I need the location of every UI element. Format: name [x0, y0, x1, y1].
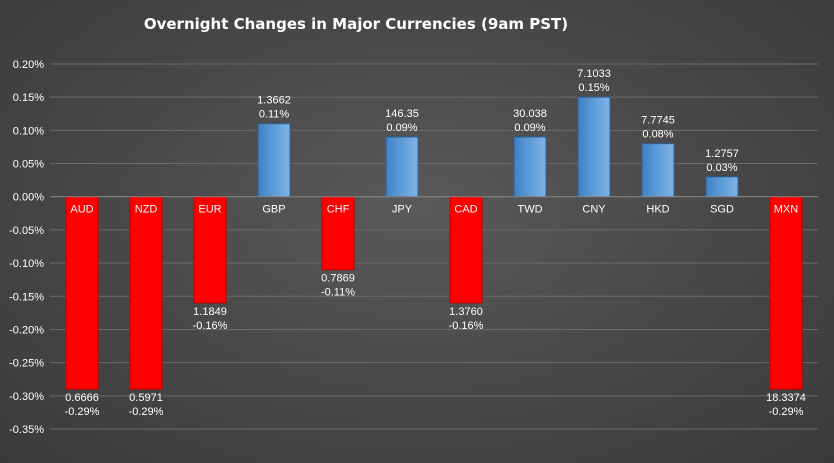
bars [65, 96, 803, 390]
bar-jpy [385, 136, 419, 198]
category-label: CNY [582, 204, 606, 216]
percent-label: -0.29% [769, 406, 804, 418]
percent-label: -0.11% [321, 287, 355, 299]
category-label: MXN [774, 204, 799, 216]
category-label: EUR [198, 204, 221, 216]
y-tick-label: -0.10% [9, 258, 44, 270]
percent-label: -0.16% [449, 320, 484, 332]
y-tick-label: 0.20% [13, 59, 44, 71]
percent-label: 0.08% [642, 129, 673, 141]
y-tick-label: -0.15% [9, 291, 44, 303]
category-label: CHF [327, 204, 350, 216]
rate-label: 1.2757 [705, 148, 739, 160]
bar-nzd [129, 196, 163, 390]
rate-label: 1.3760 [449, 306, 483, 318]
rate-label: 146.35 [385, 108, 419, 120]
category-label: TWD [517, 204, 542, 216]
bar-aud [65, 196, 99, 390]
bar-eur [193, 196, 227, 304]
percent-label: 0.03% [706, 162, 737, 174]
y-tick-label: 0.15% [13, 92, 44, 104]
category-label: AUD [70, 204, 93, 216]
category-label: GBP [262, 204, 285, 216]
percent-label: 0.11% [259, 109, 290, 121]
y-tick-label: -0.35% [9, 424, 44, 436]
rate-label: 7.7745 [641, 115, 675, 127]
rate-label: 1.1849 [193, 306, 227, 318]
rate-label: 0.5971 [129, 392, 163, 404]
rate-label: 30.038 [513, 108, 547, 120]
y-tick-label: 0.05% [13, 159, 44, 171]
category-label: JPY [392, 204, 413, 216]
category-label: SGD [710, 204, 734, 216]
percent-label: 0.09% [386, 122, 417, 134]
y-axis-ticks: 0.20% 0.15% 0.10% 0.05% 0.00% -0.05% -0.10% -0.… [9, 59, 44, 436]
y-tick-label: -0.25% [9, 358, 44, 370]
data-labels: 0.6666 -0.29% 0.5971 -0.29% 1.1849 -0.16% 1.36… [65, 68, 806, 418]
percent-label: -0.16% [193, 320, 228, 332]
bar-mxn [769, 196, 803, 390]
category-labels: AUD NZD EUR GBP CHF JPY CAD TWD CNY HKD SGD MXN [70, 204, 798, 216]
percent-label: -0.29% [65, 406, 100, 418]
rate-label: 0.7869 [321, 273, 355, 285]
rate-label: 1.3662 [257, 95, 291, 107]
category-label: CAD [454, 204, 477, 216]
y-tick-label: -0.30% [9, 391, 44, 403]
rate-label: 18.3374 [766, 392, 806, 404]
bar-gbp [257, 123, 291, 198]
y-tick-label: -0.20% [9, 324, 44, 336]
bar-twd [513, 136, 547, 198]
rate-label: 0.6666 [65, 392, 99, 404]
bar-cad [449, 196, 483, 304]
y-tick-label: -0.05% [9, 225, 44, 237]
y-tick-label: 0.00% [13, 192, 44, 204]
y-tick-label: 0.10% [13, 125, 44, 137]
bar-chf [321, 196, 355, 271]
rate-label: 7.1033 [577, 68, 611, 80]
category-label: HKD [646, 204, 669, 216]
bar-sgd [705, 176, 739, 198]
percent-label: 0.09% [514, 122, 545, 134]
percent-label: -0.29% [129, 406, 164, 418]
chart-title: Overnight Changes in Major Currencies (9… [144, 15, 568, 33]
percent-label: 0.15% [578, 82, 609, 94]
gridlines [50, 63, 818, 430]
bar-cny [577, 96, 611, 198]
category-label: NZD [135, 204, 158, 216]
bar-hkd [641, 143, 675, 198]
